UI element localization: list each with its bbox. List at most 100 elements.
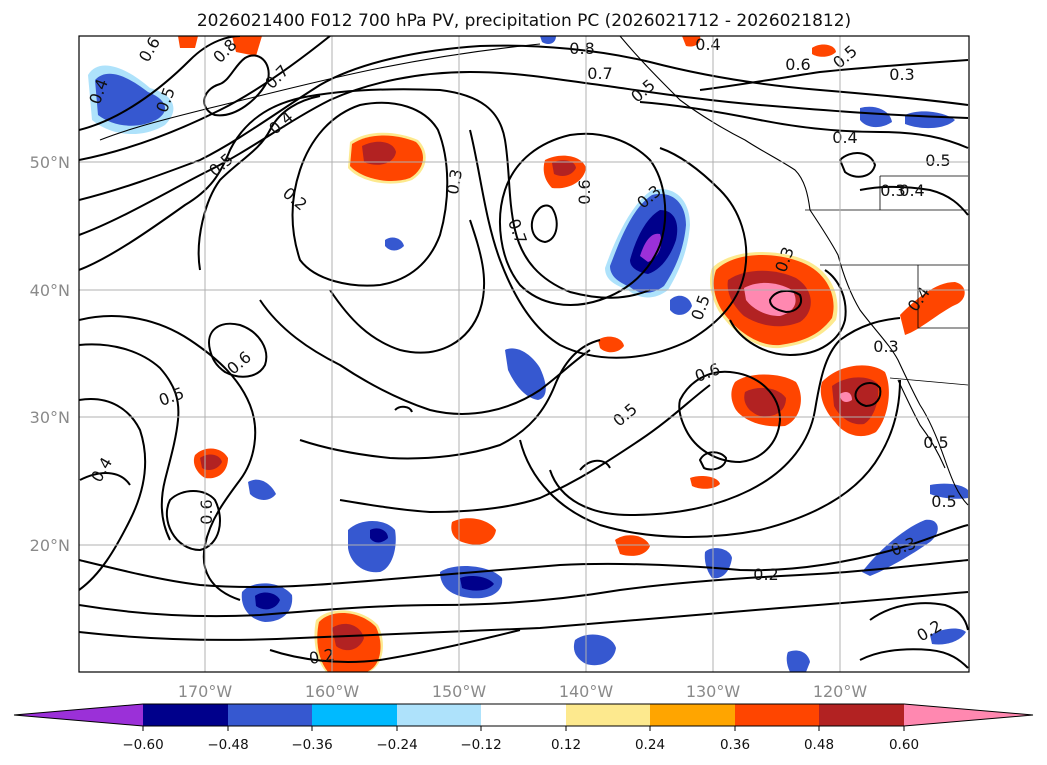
precip-blob-neg (248, 479, 276, 500)
lon-label: 120°W (813, 682, 868, 701)
precip-blob-pos (232, 36, 262, 56)
pv-contour (729, 269, 847, 356)
colorbar-tick-label: 0.36 (720, 737, 750, 753)
pv-contour (79, 559, 969, 618)
precip-blob-neg (460, 576, 494, 591)
precip-blob-pos (900, 282, 965, 335)
pv-contour (197, 95, 321, 271)
precip-blob-pos (362, 141, 396, 165)
colorbar-ticks (142, 726, 905, 731)
precip-blob-pos (451, 518, 496, 545)
colorbar-tick-label: 0.24 (635, 737, 665, 753)
precip-blob-neg (255, 592, 280, 610)
latitude-labels: 50°N 40°N 30°N 20°N (30, 153, 70, 555)
map-title: 2026021400 F012 700 hPa PV, precipitatio… (197, 11, 851, 31)
colorbar-segment (228, 704, 312, 726)
contour-label: 0.4 (899, 181, 924, 200)
contour-label: 0.5 (923, 433, 948, 452)
precip-blob-pos (598, 336, 624, 353)
contour-label: 0.5 (925, 151, 950, 170)
precip-blob-pos (840, 392, 852, 402)
precip-blob-neg (540, 36, 556, 44)
precip-blob-neg (370, 528, 388, 543)
colorbar-tick-label: −0.36 (291, 737, 332, 753)
aleutian-coastline (99, 43, 541, 141)
precip-blob-neg (505, 348, 546, 400)
pv-contour (79, 524, 969, 589)
contour-label: 0.3 (880, 181, 905, 200)
pv-contour (299, 339, 601, 460)
map-frame (78, 35, 970, 673)
contour-label: 0.7 (587, 64, 612, 83)
colorbar-segment (819, 704, 904, 726)
pv-contour (639, 101, 969, 149)
contour-label: 0.4 (832, 128, 857, 147)
longitude-labels: 170°W 160°W 150°W 140°W 130°W 120°W (178, 682, 868, 701)
pv-contour (530, 204, 558, 243)
colorbar-tick-label: 0.12 (551, 737, 581, 753)
gridlines (79, 36, 969, 672)
pv-contour (854, 382, 882, 407)
precip-blob-neg (704, 548, 732, 579)
lon-label: 140°W (559, 682, 614, 701)
lon-label: 150°W (432, 682, 487, 701)
pv-contour (869, 602, 969, 631)
pv-contour (79, 398, 147, 591)
lon-label: 130°W (686, 682, 741, 701)
precip-blob-pos (178, 36, 198, 48)
precip-blob-neg (860, 106, 892, 128)
contour-label: 0.4 (695, 35, 720, 54)
pv-contour (839, 152, 876, 178)
pv-contour (259, 299, 591, 415)
precip-blob-pos (615, 535, 650, 556)
pv-contour (519, 379, 901, 538)
precip-blob-neg (930, 483, 968, 499)
contour-label: 0.6 (197, 499, 216, 524)
map-panel: 0.6 0.8 0.5 0.7 0.4 0.5 0.4 0.2 0.3 0.7 … (78, 35, 970, 673)
pv-contour (291, 101, 449, 287)
north-america-coastline (619, 36, 969, 506)
precip-blob-neg (385, 237, 404, 251)
precip-blob-pos (682, 36, 701, 47)
contour-label: 0.3 (889, 65, 914, 84)
pv-contours (79, 36, 969, 669)
precip-blob-neg (670, 295, 692, 315)
colorbar-tick-label: −0.48 (207, 737, 248, 753)
colorbar-segment (312, 704, 397, 726)
pv-contour (678, 370, 781, 463)
colorbar-tick-label: −0.60 (122, 737, 163, 753)
pv-contour (79, 343, 180, 541)
pv-contour (769, 289, 802, 313)
pv-contour (329, 219, 486, 354)
colorbar-tick-label: 0.48 (804, 737, 834, 753)
contour-label: 0.5 (931, 492, 956, 511)
lon-label: 170°W (178, 682, 233, 701)
contour-label: 0.2 (753, 565, 778, 584)
contour-label: 0.3 (443, 168, 466, 196)
contour-label: 0.3 (873, 337, 898, 356)
pv-contour (79, 88, 651, 299)
pv-contour (394, 405, 413, 413)
pv-contour (499, 132, 667, 306)
us-mexico-border (889, 377, 969, 386)
colorbar-tick-labels: −0.60 −0.48 −0.36 −0.24 −0.12 0.12 0.24 … (122, 737, 919, 753)
pv-contour (208, 322, 268, 378)
lat-label: 40°N (30, 281, 70, 300)
pv-contour (79, 36, 331, 161)
lat-label: 20°N (30, 536, 70, 555)
lon-label: 160°W (305, 682, 360, 701)
lat-label: 50°N (30, 153, 70, 172)
precip-blob-pos (832, 377, 879, 425)
colorbar-segment (481, 704, 566, 726)
pv-contour (579, 459, 611, 471)
pv-contour (339, 384, 711, 513)
colorbar: −0.60 −0.48 −0.36 −0.24 −0.12 0.12 0.24 … (13, 703, 1034, 753)
pv-contour (79, 44, 969, 201)
baja-coastline (897, 379, 946, 469)
colorbar-segment (735, 704, 819, 726)
pv-contour (699, 451, 727, 471)
precip-blob-neg (786, 650, 810, 672)
colorbar-tick-label: −0.12 (460, 737, 501, 753)
pv-contour (79, 591, 969, 641)
precip-blob-neg (573, 634, 616, 666)
